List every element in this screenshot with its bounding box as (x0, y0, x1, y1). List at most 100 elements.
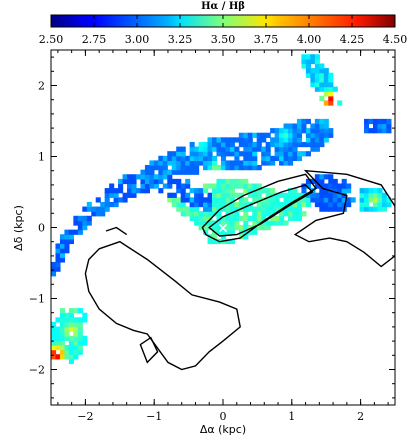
heatmap-cell (346, 188, 352, 194)
heatmap-cell (368, 206, 374, 212)
heatmap-cell (203, 220, 209, 226)
heatmap-cell (238, 160, 244, 166)
heatmap-cell (359, 201, 365, 208)
heatmap-cell (234, 225, 240, 231)
heatmap-cell (176, 183, 182, 189)
heatmap-cell (59, 308, 66, 314)
heatmap-cell (364, 188, 370, 194)
heatmap-cell (207, 155, 213, 162)
heatmap-cell (220, 215, 227, 221)
heatmap-cell (198, 146, 204, 152)
heatmap-cell (144, 178, 150, 185)
heatmap-cell (225, 137, 231, 143)
heatmap-cell (68, 238, 74, 245)
colorbar-tick-label: 4.25 (340, 33, 365, 46)
heatmap-cell (109, 183, 115, 189)
heatmap-cell (261, 160, 267, 166)
heatmap-cell (319, 118, 325, 125)
heatmap-cell (122, 197, 128, 203)
heatmap-cell (225, 160, 231, 166)
heatmap-cell (185, 197, 191, 203)
heatmap-cell (194, 197, 200, 203)
heatmap-cell (310, 132, 316, 138)
heatmap-cell (229, 229, 235, 235)
heatmap-cell (59, 354, 66, 360)
heatmap-cell (386, 201, 392, 208)
heatmap-cell (64, 335, 70, 341)
heatmap-cell (229, 146, 235, 152)
heatmap-cell (314, 81, 320, 88)
heatmap-cell (91, 206, 97, 212)
heatmap-cell (234, 201, 240, 208)
heatmap-cell (167, 174, 173, 180)
heatmap-cell (261, 225, 267, 231)
heatmap-cell (225, 225, 231, 231)
heatmap-cell (171, 160, 177, 166)
heatmap-cell (296, 137, 303, 143)
heatmap-cell (381, 201, 387, 208)
heatmap-cell (220, 234, 227, 240)
heatmap-cell (211, 206, 218, 212)
heatmap-cell (68, 349, 74, 355)
heatmap-cell (292, 215, 298, 221)
heatmap-cell (288, 132, 294, 138)
heatmap-cell (59, 312, 66, 318)
heatmap-cell (220, 201, 227, 208)
heatmap-cell (247, 188, 253, 194)
heatmap-cell (292, 146, 298, 152)
heatmap-cell (77, 321, 83, 328)
heatmap-cell (274, 201, 280, 208)
heatmap-cell (55, 252, 61, 258)
heatmap-cell (341, 201, 347, 208)
heatmap-cell (64, 321, 70, 328)
heatmap-cell (372, 192, 379, 198)
heatmap-cell (368, 118, 374, 125)
heatmap-cell (314, 118, 320, 125)
heatmap-cell (73, 326, 79, 332)
heatmap-cell (158, 169, 164, 175)
heatmap-cell (386, 118, 392, 125)
heatmap-cell (216, 225, 222, 231)
heatmap-cell (292, 201, 298, 208)
heatmap-cell (59, 331, 66, 337)
heatmap-cell (288, 137, 294, 143)
heatmap-cell (283, 155, 289, 162)
heatmap-cell (247, 155, 253, 162)
heatmap-cell (292, 132, 298, 138)
heatmap-cell (243, 197, 249, 203)
heatmap-cell (176, 146, 182, 152)
heatmap-cell (270, 206, 276, 212)
heatmap-cell (243, 155, 249, 162)
heatmap-cell (252, 132, 258, 138)
heatmap-cell (279, 220, 285, 226)
heatmap-cell (243, 146, 249, 152)
heatmap-cell (158, 165, 164, 171)
heatmap-cell (247, 165, 253, 171)
heatmap-cell (194, 146, 200, 152)
heatmap-cell (332, 192, 338, 198)
y-tick-label: 1 (38, 151, 45, 164)
heatmap-cell (323, 100, 329, 106)
heatmap-cell (274, 192, 280, 198)
heatmap-cell (55, 243, 61, 249)
heatmap-cell (234, 146, 240, 152)
heatmap-cell (288, 151, 294, 157)
heatmap-cell (176, 197, 182, 203)
heatmap-cell (265, 151, 271, 157)
heatmap-cell (216, 201, 222, 208)
heatmap-cell (220, 225, 227, 231)
heatmap-cell (314, 86, 320, 92)
heatmap-cell (64, 312, 70, 318)
heatmap-cell (171, 201, 177, 208)
heatmap-cell (220, 229, 227, 235)
heatmap-cell (305, 72, 311, 78)
heatmap-cell (314, 174, 320, 180)
heatmap-cell (189, 211, 195, 217)
heatmap-cell (220, 206, 227, 212)
heatmap-cell (238, 165, 244, 171)
heatmap-cell (180, 188, 186, 194)
heatmap-cell (319, 197, 325, 203)
heatmap-cell (319, 95, 325, 102)
heatmap-cell (238, 151, 244, 157)
